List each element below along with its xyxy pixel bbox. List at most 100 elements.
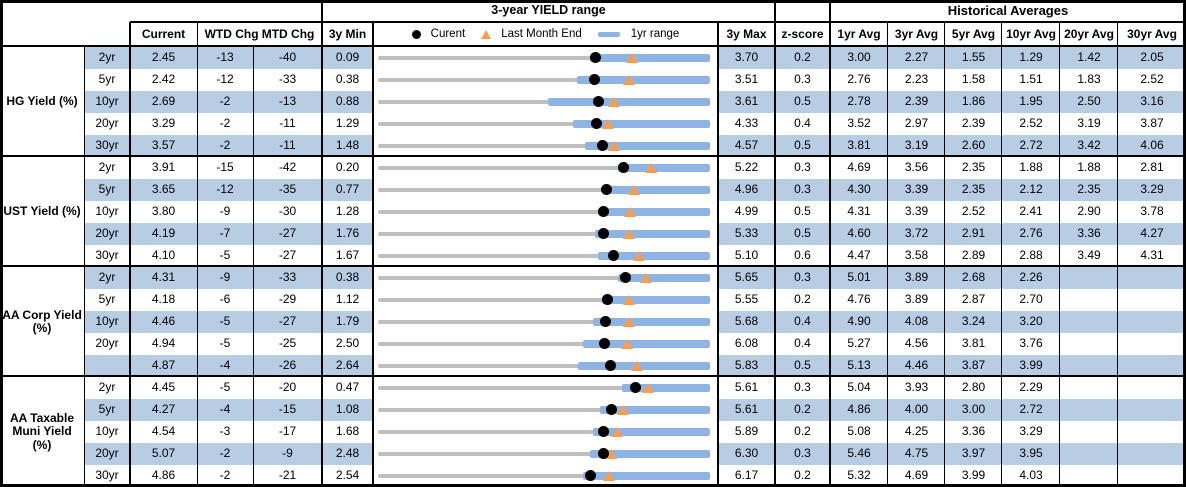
cell-avg-3: 2.41 [1019,204,1043,219]
cell-avg-3: 3.76 [1019,336,1043,351]
cell-avg-3: 1.29 [1002,47,1060,69]
cell-avg-3: 2.29 [1019,380,1043,395]
range-chart-cell [373,201,718,223]
last-month-end-triangle-icon [633,251,646,261]
last-month-end-triangle-icon [481,30,492,39]
cell-avg-1: 4.25 [904,424,929,439]
cell-3y-min: 1.28 [335,204,360,219]
cell-tenor: 5yr [84,399,130,421]
col-header-5yr-avg: 5yr Avg [951,26,996,41]
cell-avg-3: 1.88 [1019,160,1043,175]
last-month-end-triangle-icon [621,339,634,349]
cell-3y-max: 5.33 [718,223,775,245]
grid-vline [321,0,323,487]
col-header-3yr-avg: 3yr Avg [894,26,939,41]
cell-avg-1: 3.89 [888,267,945,289]
cell-avg-0: 4.86 [830,399,888,421]
cell-avg-2: 2.68 [945,267,1002,289]
cell-avg-1: 3.72 [888,223,945,245]
cell-avg-5 [1118,333,1186,355]
cell-tenor: 20yr [84,223,130,245]
cell-avg-3: 4.03 [1019,468,1043,483]
range-chart-cell [373,465,718,487]
cell-current: 3.29 [151,116,176,131]
cell-tenor: 2yr [98,380,116,395]
cell-current: 4.18 [151,292,176,307]
cell-current: 5.07 [130,443,197,465]
cell-avg-5 [1118,267,1186,289]
cell-wtd-chg: -12 [197,179,253,201]
cell-avg-0: 4.31 [847,204,871,219]
cell-3y-min: 1.12 [335,292,360,307]
cell-avg-2: 3.36 [961,424,986,439]
range-chart-cell [373,443,718,465]
grid-vline [0,0,3,487]
cell-tenor: 10yr [84,91,130,113]
cell-wtd-chg: -2 [197,91,253,113]
range-chart-cell [373,179,718,201]
range-chart-cell [373,69,718,91]
cell-avg-5: 3.87 [1140,116,1164,131]
last-month-end-triangle-icon [603,471,616,481]
one-year-range-bar [590,54,710,62]
last-month-end-triangle-icon [622,317,635,327]
historical-averages-header: Historical Averages [947,2,1069,18]
one-year-range-bar [585,142,710,150]
grid-vline [197,22,198,487]
range-chart-cell [373,47,718,69]
cell-tenor: 20yr [84,443,130,465]
col-header-1yr-avg: 1yr Avg [837,26,881,41]
three-year-track-line [378,386,710,390]
cell-avg-3: 3.99 [1002,355,1060,377]
cell-3y-min: 0.77 [322,179,373,201]
cell-wtd-chg: -5 [219,380,231,395]
cell-3y-min: 0.47 [335,380,360,395]
cell-3y-max: 5.55 [734,292,759,307]
cell-mtd-chg: -42 [278,160,297,175]
three-year-track-line [378,188,710,192]
group-label: AA Corp Yield (%) [2,307,82,335]
grid-vline [717,22,719,487]
last-month-end-triangle-icon [631,361,644,371]
cell-3y-min: 2.64 [322,355,373,377]
cell-wtd-chg: -6 [219,292,231,307]
current-dot-icon [590,118,602,129]
cell-tenor: 30yr [95,248,119,263]
cell-tenor: 20yr [95,116,119,131]
cell-avg-0: 3.52 [847,116,871,131]
cell-tenor: 5yr [84,179,130,201]
last-month-end-triangle-icon [623,229,636,239]
cell-tenor: 30yr [84,135,130,157]
cell-3y-max: 4.57 [718,135,775,157]
grid-hline [0,155,1186,157]
range-section-header: 3-year YIELD range [491,3,606,18]
cell-avg-1: 3.39 [904,204,929,219]
one-year-range-bar [593,318,710,326]
one-year-range-bar [593,428,710,436]
cell-tenor: 5yr [98,292,116,307]
cell-3y-max: 3.51 [734,72,759,87]
cell-current: 4.54 [151,424,176,439]
cell-avg-1: 4.69 [904,468,929,483]
cell-avg-2: 3.00 [945,399,1002,421]
cell-tenor: 2yr [84,267,130,289]
cell-3y-min: 0.38 [335,72,360,87]
cell-avg-4 [1060,443,1118,465]
cell-avg-5 [1118,355,1186,377]
cell-avg-0: 5.04 [847,380,871,395]
current-dot-icon [620,272,632,283]
cell-3y-min: 2.54 [335,468,360,483]
cell-current: 3.65 [130,179,197,201]
cell-tenor: 20yr [95,336,119,351]
cell-avg-3: 2.26 [1002,267,1060,289]
cell-avg-1: 2.39 [888,91,945,113]
col-header-30yr-avg: 30yr Avg [1127,26,1177,41]
cell-avg-2: 2.80 [961,380,986,395]
cell-avg-5: 2.81 [1140,160,1164,175]
grid-vline [84,47,85,487]
cell-avg-0: 4.60 [830,223,888,245]
last-month-end-triangle-icon [645,163,658,173]
cell-current: 2.42 [151,72,176,87]
cell-avg-5: 3.29 [1118,179,1186,201]
cell-current: 4.86 [151,468,176,483]
